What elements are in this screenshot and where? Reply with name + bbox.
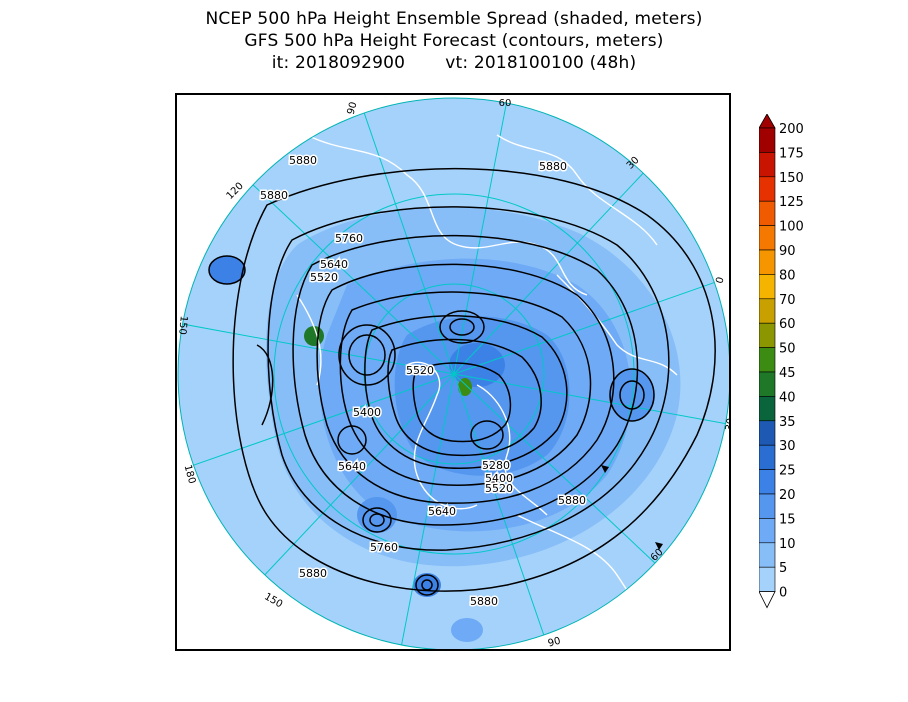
contour-label: 5280 bbox=[482, 459, 510, 472]
colorbar-label: 200 bbox=[779, 122, 804, 137]
colorbar-swatch bbox=[758, 444, 776, 470]
colorbar-swatch bbox=[758, 298, 776, 324]
color-legend: 200 175 150 125 100 90 80 70 60 50 45 40 35 30 25 20 15 1… bbox=[758, 113, 819, 634]
colorbar-swatch bbox=[758, 493, 776, 519]
chart-titles: NCEP 500 hPa Height Ensemble Spread (sha… bbox=[0, 8, 908, 74]
colorbar-swatch bbox=[758, 371, 776, 397]
colorbar-label: 90 bbox=[779, 244, 796, 259]
colorbar-swatch bbox=[758, 542, 776, 568]
contour-label: 5760 bbox=[335, 232, 363, 245]
contour-label: 5640 bbox=[320, 258, 348, 271]
spread-shading bbox=[209, 207, 681, 642]
lon-label: 90 bbox=[547, 636, 562, 650]
colorbar-label: 175 bbox=[779, 146, 804, 161]
contour-label: 5880 bbox=[289, 154, 317, 167]
colorbar-label: 25 bbox=[779, 464, 796, 479]
lon-label: 150 bbox=[262, 591, 284, 610]
colorbar-swatch bbox=[758, 225, 776, 251]
colorbar-swatch bbox=[758, 176, 776, 202]
map-frame: 60 30 0 30 60 90 120 150 180 150 120 90 … bbox=[175, 93, 731, 651]
contour-labels: 5880 5880 5880 5760 5640 5520 5520 5400 … bbox=[259, 153, 588, 610]
colorbar-swatch bbox=[758, 249, 776, 275]
colorbar-label: 100 bbox=[779, 220, 804, 235]
lon-label: 90 bbox=[346, 101, 360, 116]
lon-label: 30 bbox=[724, 417, 731, 431]
colorbar-swatch bbox=[758, 396, 776, 422]
contour-label: 5880 bbox=[470, 595, 498, 608]
init-time: it: 2018092900 bbox=[271, 53, 406, 73]
colorbar-label: 10 bbox=[779, 537, 796, 552]
contour-label: 5880 bbox=[558, 494, 586, 507]
colorbar-swatch bbox=[758, 322, 776, 348]
contour-label: 5520 bbox=[406, 364, 434, 377]
contour-label: 5880 bbox=[299, 567, 327, 580]
colorbar-label: 30 bbox=[779, 439, 796, 454]
lon-label: 0 bbox=[714, 276, 726, 285]
colorbar-swatch bbox=[758, 347, 776, 373]
colorbar-label: 45 bbox=[779, 366, 796, 381]
contour-label: 5400 bbox=[485, 472, 513, 485]
contour-label: 5760 bbox=[370, 541, 398, 554]
low-marker bbox=[601, 465, 609, 473]
colorbar-bottom-arrow bbox=[758, 591, 776, 609]
lon-label: 180 bbox=[182, 464, 198, 485]
colorbar-label: 5 bbox=[779, 561, 787, 576]
colorbar-label: 40 bbox=[779, 390, 796, 405]
colorbar-swatch bbox=[758, 420, 776, 446]
low-marker bbox=[655, 542, 663, 550]
colorbar-swatch bbox=[758, 518, 776, 544]
colorbar-label: 125 bbox=[779, 195, 804, 210]
hemisphere-edge bbox=[177, 97, 729, 649]
title-times: it: 2018092900 vt: 2018100100 (48h) bbox=[0, 52, 908, 74]
valid-time: vt: 2018100100 (48h) bbox=[445, 53, 637, 73]
colorbar-label: 50 bbox=[779, 342, 796, 357]
contour-label: 5520 bbox=[310, 271, 338, 284]
colorbar-swatch bbox=[758, 200, 776, 226]
colorbar-label: 0 bbox=[779, 586, 787, 601]
colorbar-label: 80 bbox=[779, 268, 796, 283]
colorbar-label: 70 bbox=[779, 293, 796, 308]
contour-label: 5520 bbox=[485, 482, 513, 495]
contour-label: 5400 bbox=[353, 406, 381, 419]
lon-label: 150 bbox=[177, 315, 189, 335]
colorbar-label: 15 bbox=[779, 512, 796, 527]
colorbar-label: 20 bbox=[779, 488, 796, 503]
colorbar-label: 35 bbox=[779, 415, 796, 430]
colorbar-swatch bbox=[758, 566, 776, 592]
contour-label: 5880 bbox=[260, 189, 288, 202]
colorbar-label: 60 bbox=[779, 317, 796, 332]
contour-label: 5640 bbox=[428, 505, 456, 518]
colorbar-swatch bbox=[758, 127, 776, 153]
colorbar-swatch bbox=[758, 152, 776, 178]
polar-map: 60 30 0 30 60 90 120 150 180 150 120 90 … bbox=[177, 97, 731, 650]
contour-label: 5640 bbox=[338, 460, 366, 473]
colorbar-label: 150 bbox=[779, 171, 804, 186]
title-forecast: GFS 500 hPa Height Forecast (contours, m… bbox=[244, 31, 664, 51]
contour-label: 5880 bbox=[539, 160, 567, 173]
colorbar-svg: 2001751501251009080706050454035302520151… bbox=[758, 113, 804, 609]
lon-label: 60 bbox=[499, 98, 512, 109]
colorbar-top-arrow bbox=[758, 113, 776, 129]
colorbar-swatch bbox=[758, 274, 776, 300]
colorbar-swatch bbox=[758, 469, 776, 495]
title-spread: NCEP 500 hPa Height Ensemble Spread (sha… bbox=[205, 9, 703, 29]
